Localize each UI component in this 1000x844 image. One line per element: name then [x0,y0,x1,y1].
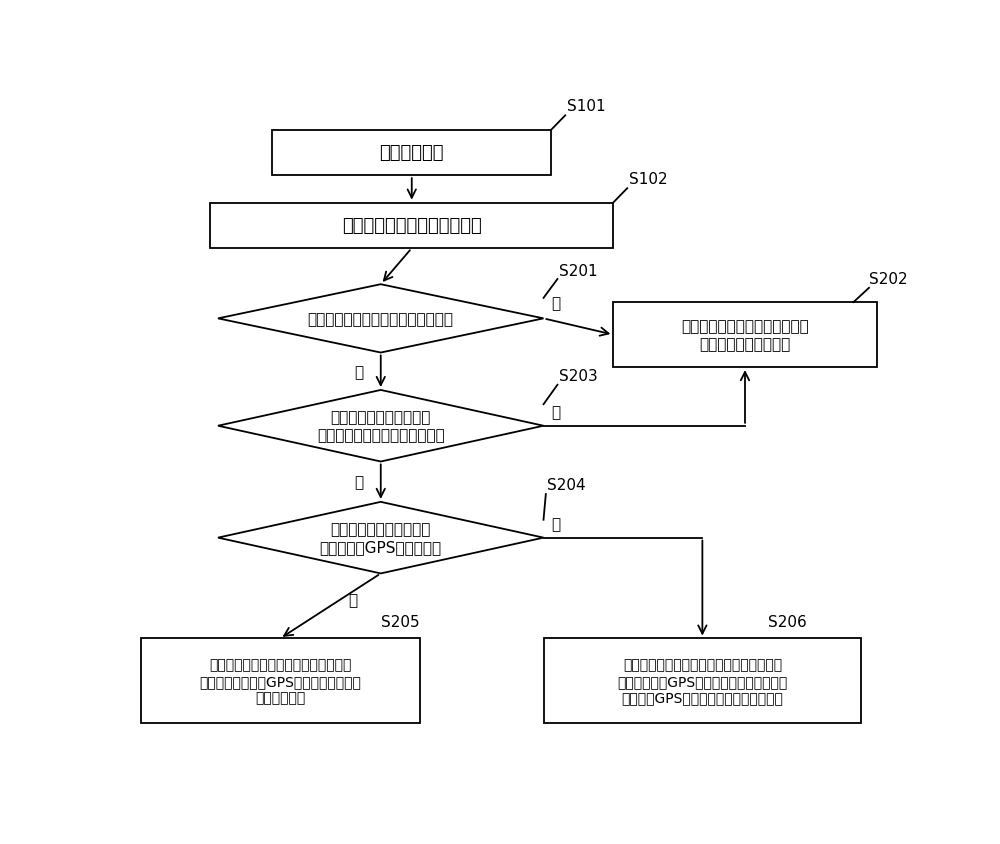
Text: 第二数据库中是否有满足
预设条件的GPS捕获数据？: 第二数据库中是否有满足 预设条件的GPS捕获数据？ [320,522,442,555]
Text: 否: 否 [551,296,560,311]
Text: 是: 是 [551,517,560,532]
Text: 否: 否 [348,592,358,607]
Text: 是: 是 [354,365,364,379]
Text: S206: S206 [768,614,807,629]
Text: S204: S204 [547,478,586,493]
Bar [544,639,861,723]
Text: 否: 否 [551,405,560,419]
Text: S205: S205 [381,614,419,629]
Bar [272,131,551,176]
Text: 窄带物联网通信中的空闲
间隔是否大于或等于预设阈值？: 窄带物联网通信中的空闲 间隔是否大于或等于预设阈值？ [317,410,445,442]
Text: S201: S201 [559,263,598,279]
Text: S203: S203 [559,369,598,384]
Bar [210,203,613,249]
Bar [613,303,877,368]
Polygon shape [218,285,544,353]
Text: 将定位时间片插入窄带物联网通信中的空闲
间隔中以控制GPS数据处理模块根据第二数
据库中的GPS捕获数据获取当前定位信息: 将定位时间片插入窄带物联网通信中的空闲 间隔中以控制GPS数据处理模块根据第二数… [617,657,788,704]
Text: 将定位时间片插入窄带物联网通信中的
空闲间隔中以控制GPS数据处理模块获取
当前定位信息: 将定位时间片插入窄带物联网通信中的 空闲间隔中以控制GPS数据处理模块获取 当前… [199,657,361,704]
Text: 将第一数据库中最近一次的定位
信息作为当前定位信息: 将第一数据库中最近一次的定位 信息作为当前定位信息 [681,319,809,351]
Text: S202: S202 [869,272,908,286]
Bar [140,639,420,723]
Text: S101: S101 [567,100,605,114]
Polygon shape [218,391,544,462]
Text: 窄带物联网通信状态是否为空闲态？: 窄带物联网通信状态是否为空闲态？ [308,311,454,327]
Polygon shape [218,502,544,574]
Text: 将定位请求分解为定位时间片: 将定位请求分解为定位时间片 [342,217,482,235]
Text: 是: 是 [354,474,364,490]
Text: 接收定位请求: 接收定位请求 [380,144,444,162]
Text: S102: S102 [629,172,667,187]
